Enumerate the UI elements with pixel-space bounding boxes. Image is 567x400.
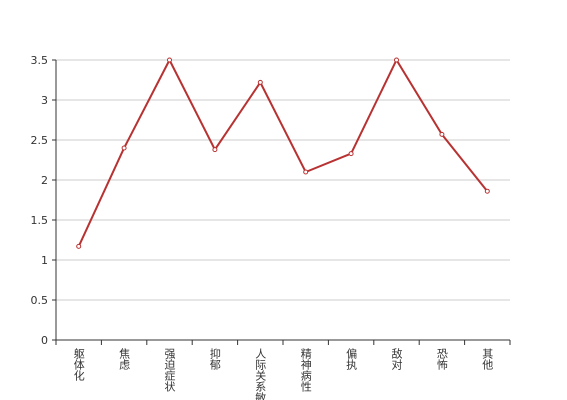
point: [484, 188, 490, 194]
x-tick-label: 恐怖: [435, 348, 448, 370]
x-tick-label: 焦虑: [118, 348, 131, 370]
x-tick-label: 精神病性: [299, 348, 312, 393]
x-tick-label: 敌对: [390, 347, 403, 370]
x-tick-label: 躯体化: [72, 348, 85, 382]
x-tick-label: 人际关系敏感: [254, 348, 267, 400]
point: [348, 151, 354, 157]
y-tick-label: 2: [41, 174, 48, 187]
x-tick-label: 强迫症状: [163, 348, 176, 392]
point: [257, 79, 263, 85]
x-tick-label: 抑郁: [208, 347, 221, 370]
y-tick-label: 0: [41, 334, 48, 347]
point: [212, 147, 218, 153]
point: [167, 57, 172, 63]
y-tick-label: 3: [41, 94, 48, 107]
point: [121, 145, 127, 151]
y-tick-label: 0.5: [31, 294, 49, 307]
point: [394, 57, 399, 63]
point: [76, 243, 82, 249]
y-tick-label: 2.5: [31, 134, 49, 147]
y-tick-label: 3.5: [31, 54, 49, 67]
y-tick-label: 1.5: [31, 214, 49, 227]
y-tick-label: 1: [41, 254, 48, 267]
x-tick-label: 偏执: [345, 347, 358, 371]
point: [303, 169, 309, 175]
x-tick-label: 其他: [481, 348, 494, 370]
line: [77, 57, 489, 247]
point: [439, 131, 445, 137]
